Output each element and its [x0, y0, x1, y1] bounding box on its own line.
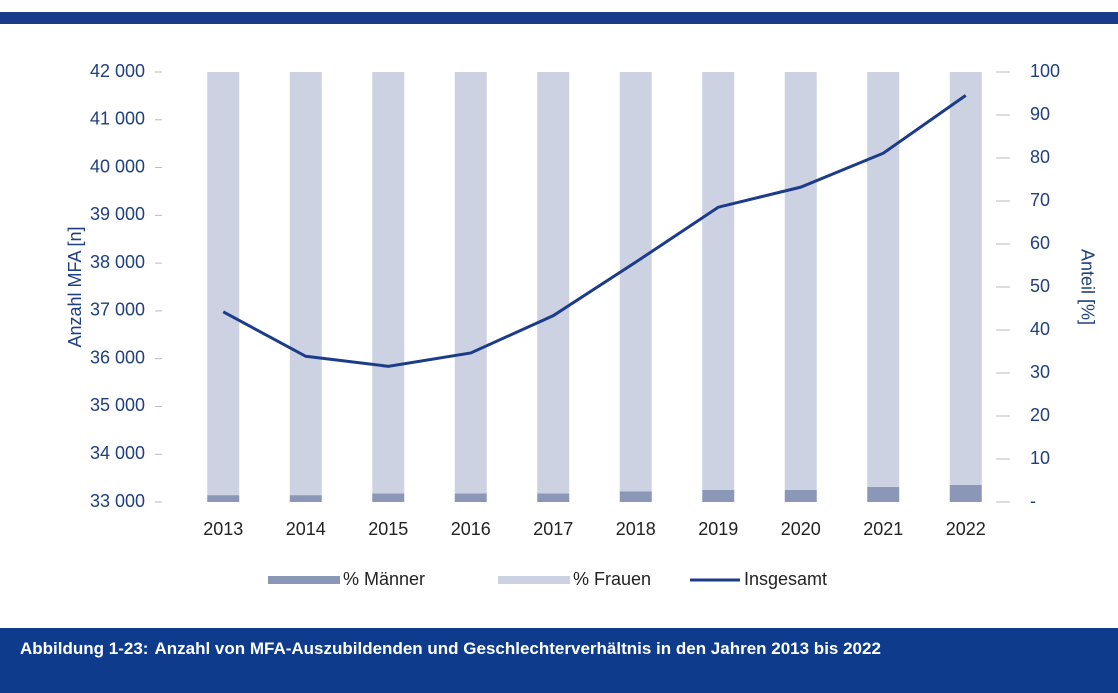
- bar: [619, 72, 652, 492]
- x-tick-label: 2020: [781, 519, 821, 539]
- y2-tick-label: 90: [1030, 104, 1050, 124]
- caption: Abbildung 1-23: Anzahl von MFA-Auszubild…: [0, 628, 1118, 693]
- top-bar: [0, 12, 1118, 24]
- bar: [867, 72, 900, 487]
- y-tick-label: 36 000: [90, 347, 145, 367]
- line: [222, 94, 967, 368]
- bar: [537, 493, 570, 502]
- caption-text: Anzahl von MFA-Auszubildenden und Geschl…: [154, 639, 881, 658]
- y2-tick-label: 20: [1030, 405, 1050, 425]
- bar: [207, 495, 240, 502]
- x-tick-label: 2016: [451, 519, 491, 539]
- y2-tick-label: 80: [1030, 147, 1050, 167]
- bar: [537, 72, 570, 494]
- y-axis-label: Anzahl MFA [n]: [65, 226, 85, 347]
- bar: [949, 72, 982, 485]
- y2-tick-label: 50: [1030, 276, 1050, 296]
- bar: [372, 493, 405, 502]
- x-tick-label: 2022: [946, 519, 986, 539]
- x-tick-label: 2013: [203, 519, 243, 539]
- x-tick-label: 2017: [533, 519, 573, 539]
- y-tick-label: 38 000: [90, 252, 145, 272]
- bar: [289, 495, 322, 502]
- legend-label: % Frauen: [573, 569, 651, 589]
- bar: [207, 72, 240, 496]
- y2-tick-label: 40: [1030, 319, 1050, 339]
- bar: [289, 72, 322, 496]
- legend-label: Insgesamt: [744, 569, 827, 589]
- y-tick-label: 41 000: [90, 109, 145, 129]
- legend-label: % Männer: [343, 569, 425, 589]
- x-tick-label: 2014: [286, 519, 326, 539]
- y-tick-label: 39 000: [90, 204, 145, 224]
- x-tick-label: 2018: [616, 519, 656, 539]
- bar: [867, 486, 900, 502]
- y-tick-label: 34 000: [90, 443, 145, 463]
- legend-swatch: [498, 576, 570, 584]
- y-tick-label: 33 000: [90, 491, 145, 511]
- y2-tick-label: 60: [1030, 233, 1050, 253]
- bar: [454, 493, 487, 502]
- bar: [619, 491, 652, 502]
- y2-axis-label: Anteil [%]: [1077, 249, 1097, 325]
- y2-tick-label: 10: [1030, 448, 1050, 468]
- bar: [454, 72, 487, 494]
- chart: Anzahl MFA [n] Anteil [%] 33 000 34 000 35…: [65, 61, 1098, 589]
- x-tick-label: 2019: [698, 519, 738, 539]
- bar: [784, 72, 817, 490]
- y2-tick-label: 30: [1030, 362, 1050, 382]
- x-tick-label: 2021: [863, 519, 903, 539]
- y-tick-label: 35 000: [90, 395, 145, 415]
- y-tick-label: 37 000: [90, 300, 145, 320]
- bar: [372, 72, 405, 494]
- x-tick-label: 2015: [368, 519, 408, 539]
- bar: [702, 489, 735, 502]
- y-tick-label: 40 000: [90, 156, 145, 176]
- bar: [702, 72, 735, 490]
- y2-tick-label: 70: [1030, 190, 1050, 210]
- legend-swatch: [268, 576, 340, 584]
- y2-tick-label: -: [1030, 491, 1036, 511]
- bar: [784, 489, 817, 502]
- y-tick-label: 42 000: [90, 61, 145, 81]
- y2-tick-label: 100: [1030, 61, 1060, 81]
- bar: [949, 484, 982, 502]
- caption-label: Abbildung 1-23:: [20, 639, 149, 658]
